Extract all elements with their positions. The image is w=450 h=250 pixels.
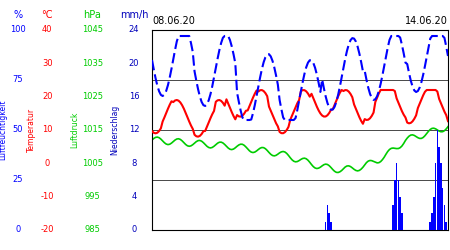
Text: 1015: 1015 bbox=[82, 126, 103, 134]
Bar bbox=[398, 180, 399, 230]
Bar bbox=[435, 163, 436, 230]
Text: Temperatur: Temperatur bbox=[27, 108, 36, 152]
Text: 4: 4 bbox=[131, 192, 137, 201]
Bar bbox=[444, 205, 445, 230]
Text: Niederschlag: Niederschlag bbox=[110, 105, 119, 155]
Text: mm/h: mm/h bbox=[120, 10, 148, 20]
Bar bbox=[401, 213, 403, 230]
Text: 50: 50 bbox=[13, 126, 23, 134]
Text: 16: 16 bbox=[129, 92, 140, 101]
Text: 40: 40 bbox=[42, 26, 53, 35]
Bar bbox=[438, 147, 440, 230]
Text: 985: 985 bbox=[84, 226, 100, 234]
Bar bbox=[431, 213, 433, 230]
Bar bbox=[399, 197, 401, 230]
Text: °C: °C bbox=[41, 10, 53, 20]
Bar bbox=[327, 205, 328, 230]
Bar bbox=[330, 222, 332, 230]
Text: Luftfeuchtigkeit: Luftfeuchtigkeit bbox=[0, 100, 7, 160]
Text: 12: 12 bbox=[129, 126, 140, 134]
Text: 1025: 1025 bbox=[82, 92, 103, 101]
Text: 1045: 1045 bbox=[82, 26, 103, 35]
Text: 1035: 1035 bbox=[82, 59, 103, 68]
Bar bbox=[433, 197, 435, 230]
Text: -10: -10 bbox=[40, 192, 54, 201]
Bar bbox=[392, 205, 394, 230]
Text: 20: 20 bbox=[42, 92, 53, 101]
Bar bbox=[325, 222, 327, 230]
Bar bbox=[442, 188, 444, 230]
Text: 75: 75 bbox=[13, 76, 23, 84]
Text: 0: 0 bbox=[45, 159, 50, 168]
Text: Luftdruck: Luftdruck bbox=[70, 112, 79, 148]
Bar bbox=[429, 222, 431, 230]
Text: -20: -20 bbox=[40, 226, 54, 234]
Text: hPa: hPa bbox=[83, 10, 101, 20]
Text: 25: 25 bbox=[13, 176, 23, 184]
Text: 0: 0 bbox=[131, 226, 137, 234]
Text: 14.06.20: 14.06.20 bbox=[405, 16, 448, 26]
Text: 30: 30 bbox=[42, 59, 53, 68]
Text: 995: 995 bbox=[85, 192, 100, 201]
Text: 20: 20 bbox=[129, 59, 140, 68]
Text: 100: 100 bbox=[10, 26, 26, 35]
Text: 24: 24 bbox=[129, 26, 140, 35]
Text: 10: 10 bbox=[42, 126, 53, 134]
Text: 1005: 1005 bbox=[82, 159, 103, 168]
Text: 8: 8 bbox=[131, 159, 137, 168]
Bar bbox=[446, 222, 447, 230]
Bar bbox=[394, 180, 396, 230]
Text: %: % bbox=[14, 10, 22, 20]
Bar bbox=[436, 130, 438, 230]
Text: 0: 0 bbox=[15, 226, 21, 234]
Bar bbox=[328, 213, 330, 230]
Bar bbox=[396, 163, 397, 230]
Bar bbox=[440, 163, 442, 230]
Text: 08.06.20: 08.06.20 bbox=[152, 16, 195, 26]
